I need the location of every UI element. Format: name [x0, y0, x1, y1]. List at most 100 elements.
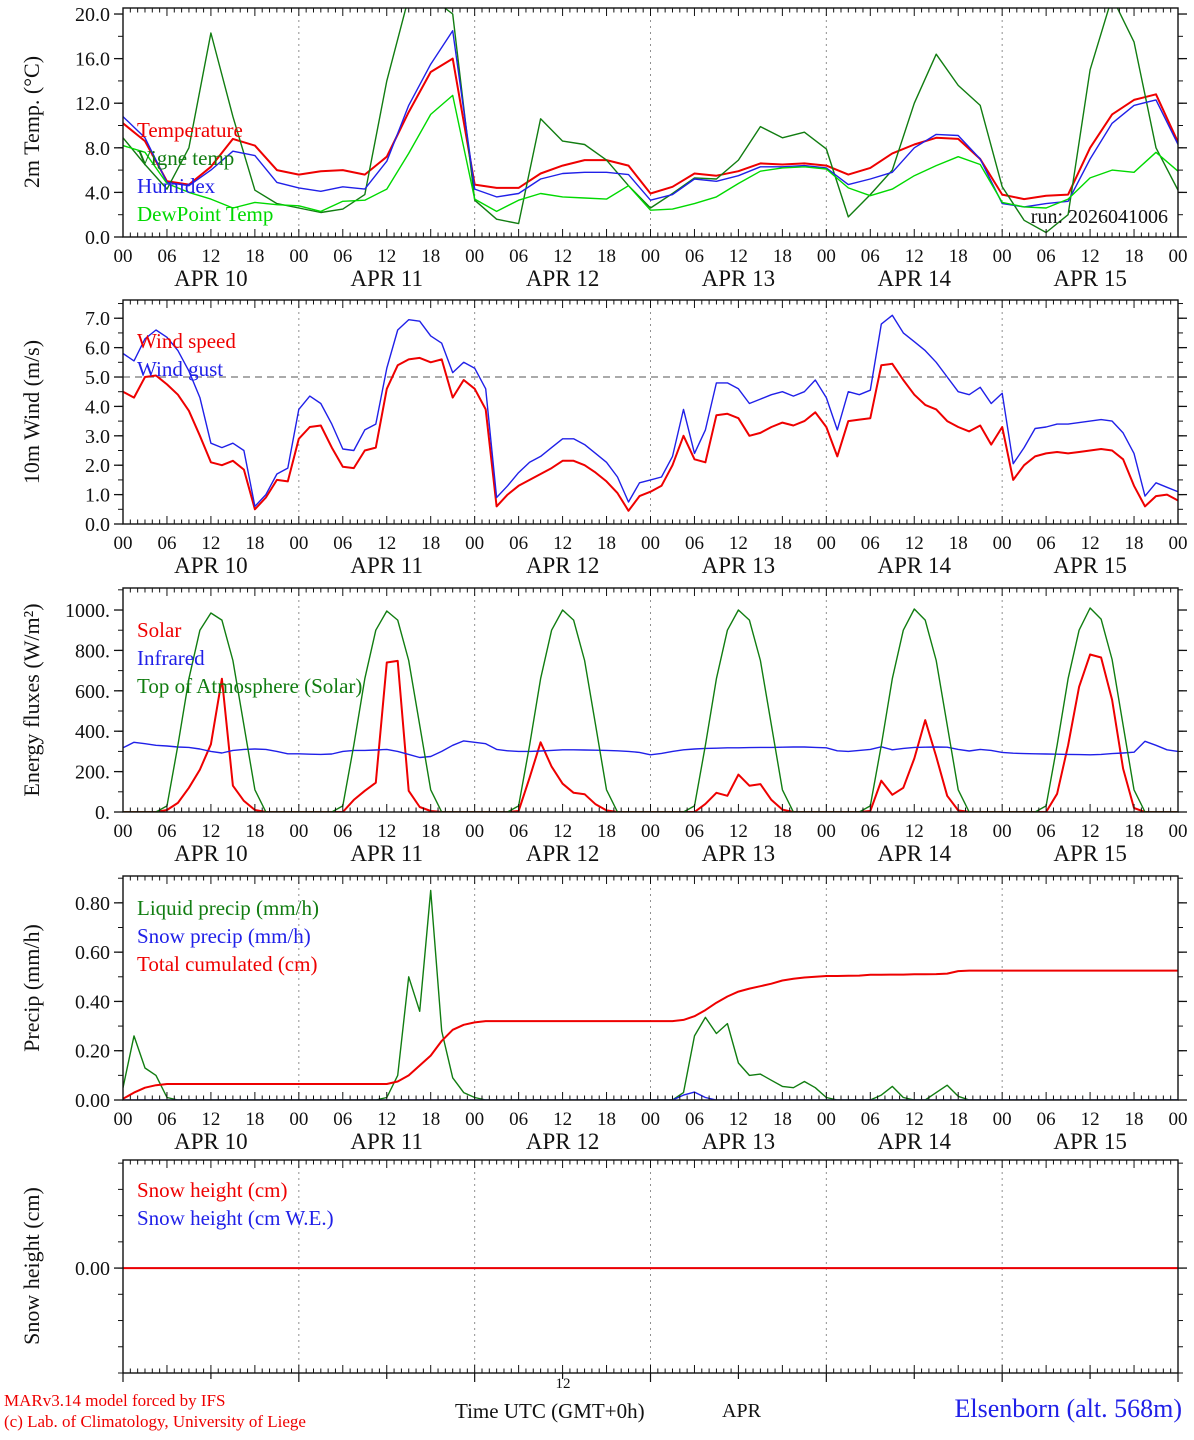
footer-credit-model: MARv3.14 model forced by IFS	[4, 1391, 226, 1410]
svg-text:18: 18	[597, 1109, 616, 1130]
svg-text:18: 18	[1125, 533, 1144, 554]
legend-item-temperature: Temperature	[137, 118, 243, 142]
svg-text:18: 18	[949, 1109, 968, 1130]
svg-text:06: 06	[157, 821, 176, 842]
svg-text:18: 18	[245, 821, 264, 842]
svg-text:0.00: 0.00	[75, 1090, 110, 1112]
svg-text:18: 18	[1125, 821, 1144, 842]
svg-text:00: 00	[641, 821, 660, 842]
svg-text:00: 00	[993, 533, 1012, 554]
footer-credits: MARv3.14 model forced by IFS (c) Lab. of…	[4, 1390, 306, 1432]
svg-text:00: 00	[114, 246, 133, 267]
svg-text:18: 18	[421, 246, 440, 267]
svg-text:400.: 400.	[75, 721, 110, 743]
svg-text:200.: 200.	[75, 762, 110, 784]
svg-text:18: 18	[245, 533, 264, 554]
svg-text:06: 06	[509, 246, 528, 267]
svg-text:18: 18	[245, 1109, 264, 1130]
svg-text:APR 10: APR 10	[174, 553, 248, 578]
legend-item-total-cumul: Total cumulated (cm)	[137, 952, 318, 976]
svg-text:12: 12	[1081, 533, 1100, 554]
svg-text:APR 12: APR 12	[526, 266, 600, 291]
svg-text:06: 06	[509, 533, 528, 554]
svg-text:APR 14: APR 14	[878, 553, 952, 578]
svg-text:18: 18	[421, 821, 440, 842]
legend-wind: Wind speed Wind gust	[137, 327, 236, 383]
svg-text:06: 06	[509, 821, 528, 842]
svg-text:4.0: 4.0	[85, 182, 110, 204]
svg-text:18: 18	[597, 246, 616, 267]
svg-text:800.: 800.	[75, 640, 110, 662]
y-axis-title-energy: Energy fluxes (W/m²)	[19, 603, 44, 797]
svg-text:18: 18	[245, 246, 264, 267]
svg-text:18: 18	[949, 533, 968, 554]
svg-text:00: 00	[641, 1109, 660, 1130]
svg-text:APR 14: APR 14	[878, 266, 952, 291]
svg-text:APR 11: APR 11	[350, 553, 423, 578]
svg-text:18: 18	[773, 533, 792, 554]
legend-item-solar: Solar	[137, 618, 182, 642]
svg-text:18: 18	[773, 1109, 792, 1130]
svg-text:06: 06	[685, 821, 704, 842]
svg-text:18: 18	[597, 533, 616, 554]
svg-text:06: 06	[861, 821, 880, 842]
svg-text:00: 00	[289, 533, 308, 554]
svg-text:00: 00	[817, 533, 836, 554]
legend-temp: Temperature Vigne temp Humidex DewPoint …	[137, 116, 273, 228]
svg-text:00: 00	[114, 821, 133, 842]
legend-snow: Snow height (cm) Snow height (cm W.E.)	[137, 1176, 334, 1232]
svg-text:APR 15: APR 15	[1053, 553, 1127, 578]
svg-text:06: 06	[333, 533, 352, 554]
svg-text:00: 00	[1169, 1109, 1188, 1130]
svg-text:00: 00	[1169, 246, 1188, 267]
svg-text:00: 00	[817, 821, 836, 842]
svg-text:APR 11: APR 11	[350, 841, 423, 866]
svg-text:8.0: 8.0	[85, 138, 110, 160]
svg-text:00: 00	[465, 1109, 484, 1130]
svg-text:12: 12	[1081, 821, 1100, 842]
svg-text:06: 06	[1037, 246, 1056, 267]
svg-text:12.0: 12.0	[75, 93, 110, 115]
svg-text:18: 18	[773, 821, 792, 842]
svg-text:06: 06	[1037, 1109, 1056, 1130]
svg-text:00: 00	[993, 246, 1012, 267]
y-axis-title-snow: Snow height (cm)	[19, 1187, 44, 1345]
svg-text:00: 00	[641, 246, 660, 267]
svg-text:0.20: 0.20	[75, 1041, 110, 1063]
svg-text:12: 12	[201, 533, 220, 554]
legend-item-snow-height-we: Snow height (cm W.E.)	[137, 1206, 334, 1230]
svg-text:600.: 600.	[75, 681, 110, 703]
legend-item-snow-height: Snow height (cm)	[137, 1178, 288, 1202]
x-axis-month: APR	[722, 1400, 761, 1422]
svg-text:12: 12	[201, 821, 220, 842]
svg-text:18: 18	[949, 821, 968, 842]
svg-text:0.: 0.	[95, 802, 110, 824]
svg-text:12: 12	[905, 246, 924, 267]
svg-text:00: 00	[993, 1109, 1012, 1130]
svg-text:5.0: 5.0	[85, 367, 110, 389]
svg-text:12: 12	[553, 533, 572, 554]
svg-text:06: 06	[333, 821, 352, 842]
svg-text:APR 13: APR 13	[702, 841, 776, 866]
svg-text:06: 06	[157, 1109, 176, 1130]
svg-text:6.0: 6.0	[85, 338, 110, 360]
svg-text:12: 12	[729, 246, 748, 267]
legend-item-dewpoint-temp: DewPoint Temp	[137, 202, 274, 226]
svg-text:00: 00	[1169, 533, 1188, 554]
svg-text:00: 00	[817, 1109, 836, 1130]
svg-text:0.40: 0.40	[75, 991, 110, 1013]
svg-text:00: 00	[1169, 821, 1188, 842]
svg-text:12: 12	[377, 246, 396, 267]
y-axis-title-precip: Precip (mm/h)	[19, 924, 44, 1052]
svg-text:12: 12	[729, 821, 748, 842]
svg-text:00: 00	[465, 821, 484, 842]
svg-text:12: 12	[377, 821, 396, 842]
svg-text:18: 18	[773, 246, 792, 267]
svg-text:06: 06	[685, 246, 704, 267]
svg-text:06: 06	[685, 533, 704, 554]
svg-text:00: 00	[465, 246, 484, 267]
svg-text:4.0: 4.0	[85, 396, 110, 418]
legend-item-liquid-precip: Liquid precip (mm/h)	[137, 896, 319, 920]
